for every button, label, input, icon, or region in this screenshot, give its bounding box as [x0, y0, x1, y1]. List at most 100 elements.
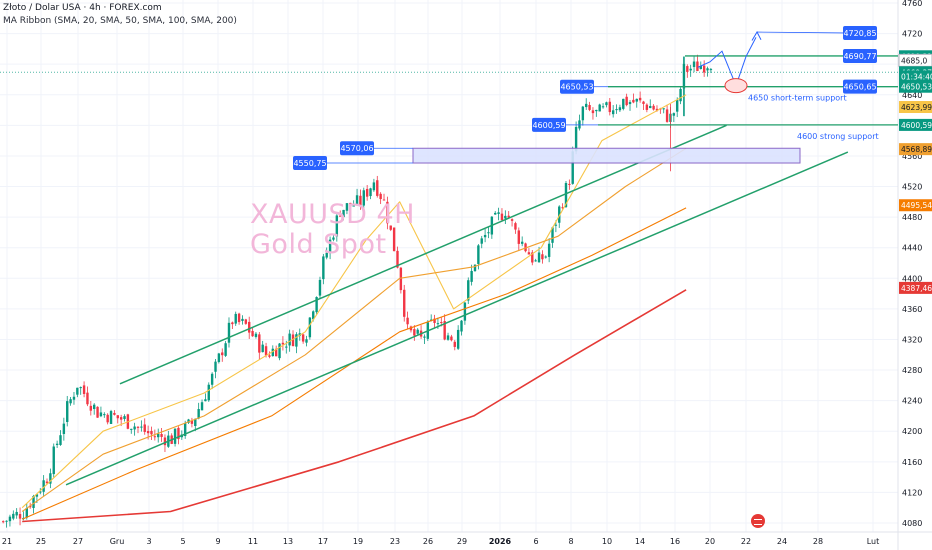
x-tick-label: 25 [36, 537, 46, 546]
candle [312, 311, 315, 320]
candle [183, 423, 187, 436]
candle [207, 384, 210, 401]
x-tick-label: 6 [533, 537, 538, 546]
candle [456, 329, 460, 349]
candle [652, 105, 655, 110]
candle [12, 513, 15, 519]
candle [271, 348, 274, 357]
projection-path [697, 37, 757, 88]
candle [554, 224, 558, 226]
candle [453, 341, 456, 347]
candle [339, 215, 342, 217]
candle [544, 256, 547, 258]
candle [99, 412, 103, 417]
candle [153, 436, 157, 438]
level-label: 4650,53 [560, 79, 594, 94]
price-tag-box [899, 143, 932, 156]
candle [130, 428, 133, 430]
candle [524, 243, 527, 252]
candle [25, 507, 28, 518]
watermark-name: Gold Spot [250, 229, 387, 260]
candle [507, 215, 510, 218]
candle [467, 280, 470, 301]
candle [662, 108, 665, 110]
candle [622, 98, 625, 109]
y-tick-label: 4120 [902, 488, 922, 497]
support-annotation: 4600 strong support [797, 132, 879, 141]
candle [605, 102, 608, 106]
candle [446, 335, 450, 340]
candle [359, 195, 362, 206]
candle [480, 238, 483, 244]
channel-upper-line [119, 124, 727, 385]
price-tag-text: 4495,54 [901, 201, 932, 210]
candle [190, 420, 194, 424]
candle [261, 344, 264, 353]
candle [689, 68, 692, 71]
x-tick-label: 2026 [489, 537, 512, 546]
candle [335, 215, 339, 237]
price-tag: 4600,59 [899, 118, 932, 131]
level-label-box [560, 79, 594, 94]
level-label-text: 4690,77 [843, 52, 876, 61]
candle [635, 98, 638, 102]
x-tick-label: 9 [215, 537, 220, 546]
x-tick-label: 26 [423, 537, 433, 546]
candle [686, 66, 689, 72]
candle [392, 227, 396, 252]
level-label-text: 4550,75 [293, 159, 326, 168]
price-tag-box [899, 101, 932, 114]
x-tick-label: 13 [283, 537, 293, 546]
candle [285, 346, 288, 348]
candle [571, 151, 574, 184]
candle [564, 182, 568, 207]
candle [308, 317, 312, 338]
candle [487, 232, 490, 234]
x-tick-label: 8 [568, 537, 573, 546]
candle [79, 387, 82, 389]
candle [69, 399, 72, 404]
candle [665, 109, 669, 122]
level-label: 4650,65 [843, 79, 877, 94]
candle [608, 101, 611, 113]
x-tick-label: 16 [670, 537, 680, 546]
candle [591, 110, 595, 114]
candle [264, 346, 268, 356]
ma-line-1 [21, 94, 687, 509]
candle [541, 254, 544, 260]
x-tick-label: 24 [777, 537, 787, 546]
candle [696, 61, 699, 71]
x-tick-label: 21 [2, 537, 12, 546]
candle [32, 495, 35, 509]
candle [136, 426, 140, 428]
candle [322, 256, 325, 280]
candle [443, 321, 446, 340]
x-tick-label: 11 [248, 537, 258, 546]
candle [547, 243, 551, 257]
y-tick-label: 4200 [902, 427, 922, 436]
candle [679, 88, 682, 102]
candle [345, 203, 349, 211]
candle [504, 215, 507, 219]
price-tag-text: 01:34:40 [901, 72, 932, 81]
candle [365, 188, 369, 197]
x-tick-label: 14 [635, 537, 645, 546]
x-tick-label: 28 [813, 537, 823, 546]
level-label-text: 4650,65 [843, 83, 876, 92]
y-tick-label: 4080 [902, 519, 922, 528]
price-tag-text: 4387,46 [901, 284, 932, 293]
price-tag: 4650,53 [899, 80, 932, 93]
price-tag-box [899, 80, 932, 93]
y-tick-label: 4160 [902, 458, 922, 467]
candle [254, 333, 258, 337]
candle [8, 516, 12, 522]
level-label-box [843, 25, 877, 40]
label-connector [756, 31, 844, 34]
support-zone [412, 147, 801, 164]
economic-calendar-icon[interactable] [751, 514, 765, 528]
x-tick-label: 29 [457, 537, 467, 546]
candle [709, 69, 713, 71]
candle [369, 188, 372, 197]
price-tag-text: 4650,53 [901, 83, 932, 92]
